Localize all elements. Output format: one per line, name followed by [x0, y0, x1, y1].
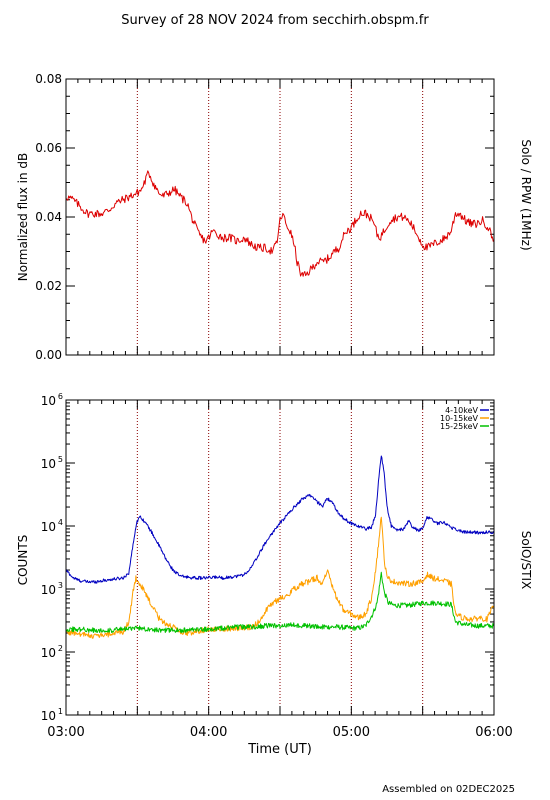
stix-axis-ticks	[65, 399, 495, 716]
legend-entry-label: 10-15keV	[440, 414, 479, 423]
y-tick-label: 10	[41, 520, 56, 534]
y-tick-label: 0.08	[35, 72, 62, 86]
y-tick-label: 10	[41, 394, 56, 408]
rpw-instrument-label: Solo / RPW (1MHz)	[519, 139, 533, 250]
rpw-flux-line	[65, 170, 495, 277]
stix-plot-frame	[65, 399, 495, 716]
stix-x-tick-labels: 03:00 04:00 05:00 06:00	[47, 725, 512, 740]
rpw-y-tick-labels: 0.00 0.02 0.04 0.06 0.08	[35, 72, 62, 362]
y-tick-exponent: 5	[58, 455, 63, 464]
y-tick-label: 0.06	[35, 141, 62, 155]
x-tick-label: 03:00	[47, 725, 84, 740]
page-title: Survey of 28 NOV 2024 from secchirh.obsp…	[121, 13, 429, 28]
stix-series-line-2	[65, 516, 495, 639]
y-tick-label: 10	[41, 646, 56, 660]
y-tick-label: 10	[41, 583, 56, 597]
stix-dotted-time-markers	[136, 400, 424, 715]
rpw-plot-frame	[65, 78, 495, 356]
stix-series-line-3	[65, 571, 495, 634]
assembled-footer: Assembled on 02DEC2025	[382, 784, 515, 795]
x-tick-label: 04:00	[190, 725, 227, 740]
y-tick-label: 0.04	[35, 210, 62, 224]
x-tick-label: 06:00	[475, 725, 512, 740]
y-tick-exponent: 4	[58, 518, 63, 527]
rpw-y-axis-label: Normalized flux in dB	[16, 153, 30, 282]
stix-y-axis-label: COUNTS	[16, 535, 30, 586]
legend-entry-label: 15-25keV	[440, 422, 479, 431]
y-tick-exponent: 6	[58, 392, 63, 401]
x-axis-label: Time (UT)	[247, 742, 312, 757]
y-tick-label: 10	[41, 709, 56, 723]
y-tick-exponent: 2	[58, 644, 63, 653]
y-tick-label: 0.02	[35, 279, 62, 293]
stix-series-line-1	[65, 455, 495, 584]
rpw-panel: 0.00 0.02 0.04 0.06 0.08 Normalized flux in …	[16, 72, 533, 362]
stix-series-group	[65, 455, 495, 639]
y-tick-label: 10	[41, 457, 56, 471]
stix-instrument-label: SolO/STIX	[519, 531, 533, 590]
y-tick-exponent: 1	[58, 707, 63, 716]
x-tick-label: 05:00	[333, 725, 370, 740]
legend-entry-label: 4-10keV	[445, 406, 478, 415]
y-tick-exponent: 3	[58, 581, 63, 590]
rpw-series-group	[65, 170, 495, 277]
y-tick-label: 0.00	[35, 348, 62, 362]
